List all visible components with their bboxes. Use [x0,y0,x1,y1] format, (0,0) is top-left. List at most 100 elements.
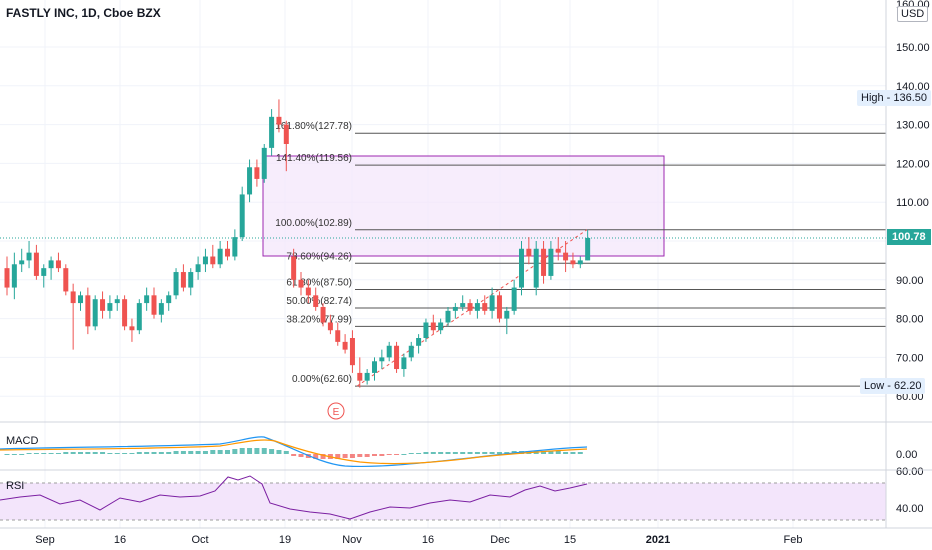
macd-histogram-bar [452,452,458,454]
candle-body [349,338,355,366]
candle-body [114,299,120,304]
macd-histogram-bar [276,450,282,454]
macd-histogram-bar [210,450,216,454]
time-tick-label: Feb [784,534,803,546]
candle-body [158,303,164,315]
macd-histogram-bar [202,451,208,454]
candle-body [129,326,135,331]
last-price-tag: 100.78 [887,229,931,245]
candle-body [489,295,495,311]
candle-body [467,303,473,311]
macd-histogram-bar [158,452,164,454]
candle-body [474,303,480,311]
macd-line [0,436,588,468]
time-tick-label: 16 [114,534,126,546]
macd-histogram-bar [247,448,253,454]
price-tick-label: 140.00 [896,81,930,93]
candle-body [482,303,488,311]
candle-body [533,248,539,288]
macd-histogram-bar [151,452,157,454]
macd-histogram-bar [357,454,363,457]
candle-body [394,345,400,370]
candle-body [26,252,32,261]
candle-body [217,248,223,265]
rsi-label[interactable]: RSI [6,480,25,492]
candle-body [41,268,47,276]
candle-body [570,260,576,265]
macd-histogram-bar [217,450,223,454]
candle-body [541,248,547,276]
chart-title: FASTLY INC, 1D, Cboe BZX [6,6,161,20]
macd-histogram-bar [349,454,355,458]
candle-body [496,295,502,319]
candles: E [4,99,591,420]
candle-body [445,310,451,323]
macd-histogram-bar [563,452,569,454]
macd-histogram-bar [129,453,135,454]
candle-body [100,299,106,311]
rsi-axis-label: 40.00 [896,503,924,515]
fib-level-label: 61.80%(87.50) [286,278,352,289]
macd-histogram-bar [122,453,128,454]
macd-histogram-bar [188,451,194,454]
candle-body [379,357,385,362]
low-label: Low - 62.20 [860,378,926,394]
fib-levels: 161.80%(127.78) 141.40%(119.56) 100.00%(10… [0,121,886,387]
macd-histogram-bar [11,454,17,455]
macd-histogram-bar [394,454,400,455]
price-tick-label: 150.00 [896,42,930,54]
candle-body [276,116,282,125]
candle-body [33,252,39,276]
macd-histogram-bar [408,453,414,454]
candle-body [48,260,54,269]
candle-body [452,306,458,311]
fib-level-label: 100.00%(102.89) [275,218,352,229]
candle-body [136,303,142,331]
candle-body [313,295,319,307]
macd-histogram-bar [489,452,495,454]
macd-histogram-bar [63,452,69,454]
macd-histogram-bar [283,451,289,454]
candle-body [335,330,341,342]
fib-level-label: 78.60%(94.26) [286,251,352,262]
macd-histogram-bar [232,449,238,454]
macd-histogram-bar [430,452,436,454]
time-tick-label: 16 [422,534,434,546]
candle-body [555,248,561,253]
macd-histogram-bar [482,452,488,454]
price-tick-label: 120.00 [896,158,930,170]
earnings-label: E [333,407,340,418]
candle-body [180,272,186,288]
candle-body [548,248,554,276]
fib-level-label: 0.00%(62.60) [292,374,352,385]
macd-histogram-bar [85,452,91,454]
macd-histogram-bar [342,454,348,458]
macd-histogram-bar [33,453,39,454]
macd-label[interactable]: MACD [6,435,39,447]
time-tick-label: Dec [490,534,510,546]
macd-histogram-bar [166,452,172,454]
macd-histogram-bar [474,452,480,454]
candle-body [585,237,591,261]
high-label: High - 136.50 [857,90,932,106]
fib-extension-box [262,155,665,257]
candle-body [327,322,333,331]
time-tick-label: 15 [564,534,576,546]
candle-body [408,345,414,358]
macd-histogram-bar [570,452,576,454]
macd-histogram-bar [555,451,561,454]
candle-body [430,322,436,331]
macd-histogram-bar [114,453,120,454]
candle-body [305,287,311,296]
time-tick-label: 2021 [646,534,670,546]
candle-body [342,341,348,350]
currency-button[interactable]: USD [897,6,929,22]
candle-body [254,167,260,179]
candle-body [70,291,76,304]
candle-body [526,248,532,257]
candle-body [416,338,422,346]
candle-body [460,303,466,307]
candle-body [372,361,377,373]
candle-body [283,124,289,144]
